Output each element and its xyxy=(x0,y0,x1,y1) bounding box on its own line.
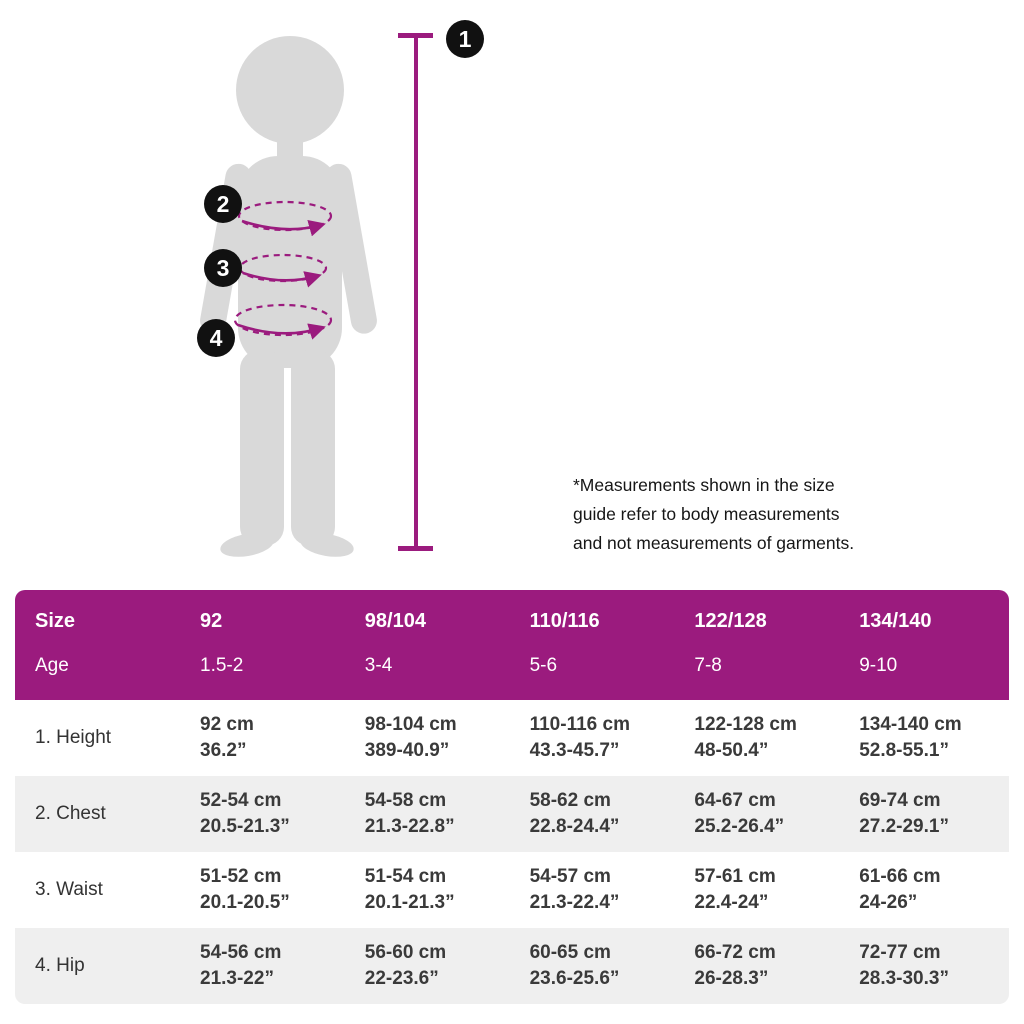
header-age-value: 1.5-2 xyxy=(200,655,244,676)
header-size-row: Size 92 98/104 110/116 122/128 134/140 xyxy=(15,602,1009,640)
table-row-waist: 3. Waist 51-52 cm 20.1-20.5” 51-54 cm 20.1… xyxy=(15,852,1009,928)
measurement-cell: 66-72 cm 26-28.3” xyxy=(694,942,776,989)
waist-arrow xyxy=(242,271,322,288)
hip-arrow xyxy=(237,323,326,340)
measurement-cell: 69-74 cm 27.2-29.1” xyxy=(859,790,949,837)
measurement-cell: 56-60 cm 22-23.6” xyxy=(364,942,447,989)
silhouette-right-leg xyxy=(291,350,335,546)
marker-badge-height: 1 xyxy=(446,20,484,58)
table-row-chest: 2. Chest 52-54 cm 20.5-21.3” 54-58 cm 21.3… xyxy=(15,776,1009,852)
measurement-diagram xyxy=(200,36,377,557)
header-age-label: Age xyxy=(35,655,69,676)
measurement-cell: 54-57 cm 21.3-22.4” xyxy=(529,866,620,913)
measurement-cell: 134-140 cm 52.8-55.1” xyxy=(859,714,962,761)
hip-ring xyxy=(233,303,333,337)
chest-ring xyxy=(237,200,333,232)
row-label: 2. Chest xyxy=(35,803,106,824)
measurement-note: *Measurements shown in the size guide re… xyxy=(573,471,953,558)
measurement-cell: 51-54 cm 20.1-21.3” xyxy=(364,866,455,913)
measurement-cell: 98-104 cm 389-40.9” xyxy=(364,714,457,761)
row-label: 3. Waist xyxy=(35,879,103,900)
silhouette-left-foot xyxy=(220,533,274,557)
measurement-cell: 58-62 cm 22.8-24.4” xyxy=(529,790,620,837)
marker-badge-chest: 2 xyxy=(204,185,242,223)
silhouette-head xyxy=(236,36,344,144)
size-guide-table: Size 92 98/104 110/116 122/128 134/140 A… xyxy=(15,590,1009,1004)
measurement-cell: 51-52 cm 20.1-20.5” xyxy=(200,866,290,913)
measurement-cell: 61-66 cm 24-26” xyxy=(859,866,941,913)
header-age-row: Age 1.5-2 3-4 5-6 7-8 9-10 xyxy=(15,648,1009,684)
table-row-hip: 4. Hip 54-56 cm 21.3-22” 56-60 cm 22-23.6”… xyxy=(15,928,1009,1004)
height-measure-cap-top xyxy=(398,33,433,38)
marker-badge-hip: 4 xyxy=(197,319,235,357)
height-measure-cap-bottom xyxy=(398,546,433,551)
measurement-cell: 64-67 cm 25.2-26.4” xyxy=(694,790,785,837)
note-line-2: guide refer to body measurements xyxy=(573,504,840,524)
chest-arrow xyxy=(241,219,326,237)
header-size-value: 134/140 xyxy=(859,609,932,632)
measurement-cell: 60-65 cm 23.6-25.6” xyxy=(529,942,620,989)
height-measure-line xyxy=(414,35,418,548)
silhouette-torso xyxy=(238,156,342,368)
silhouette-right-foot xyxy=(300,533,354,557)
row-label: 1. Height xyxy=(35,727,112,748)
header-size-value: 98/104 xyxy=(364,609,426,632)
note-line-3: and not measurements of garments. xyxy=(573,533,855,553)
header-size-value: 122/128 xyxy=(694,609,767,632)
child-silhouette xyxy=(200,36,377,557)
measurement-cell: 72-77 cm 28.3-30.3” xyxy=(859,942,949,989)
measurement-cell: 54-56 cm 21.3-22” xyxy=(200,942,282,989)
header-size-value: 110/116 xyxy=(529,609,600,632)
header-age-value: 3-4 xyxy=(364,655,393,676)
header-age-value: 5-6 xyxy=(529,655,558,676)
measurement-cell: 52-54 cm 20.5-21.3” xyxy=(200,790,290,837)
measurement-cell: 92 cm 36.2” xyxy=(200,714,254,761)
measurement-cell: 122-128 cm 48-50.4” xyxy=(694,714,797,761)
header-age-value: 7-8 xyxy=(694,655,722,676)
measurement-cell: 54-58 cm 21.3-22.8” xyxy=(364,790,455,837)
header-age-value: 9-10 xyxy=(859,655,898,676)
silhouette-right-arm xyxy=(325,163,377,334)
marker-badge-waist: 3 xyxy=(204,249,242,287)
table-header: Size 92 98/104 110/116 122/128 134/140 A… xyxy=(15,590,1009,700)
measurement-cell: 57-61 cm 22.4-24” xyxy=(694,866,776,913)
note-line-1: *Measurements shown in the size xyxy=(573,475,835,495)
measurement-rings xyxy=(233,200,333,340)
silhouette-left-leg xyxy=(240,350,284,546)
header-size-value: 92 xyxy=(200,609,223,632)
row-label: 4. Hip xyxy=(35,955,85,976)
measurement-cell: 110-116 cm 43.3-45.7” xyxy=(529,714,630,761)
table-row-height: 1. Height 92 cm 36.2” 98-104 cm 389-40.9” … xyxy=(15,700,1009,776)
header-size-label: Size xyxy=(35,609,76,632)
